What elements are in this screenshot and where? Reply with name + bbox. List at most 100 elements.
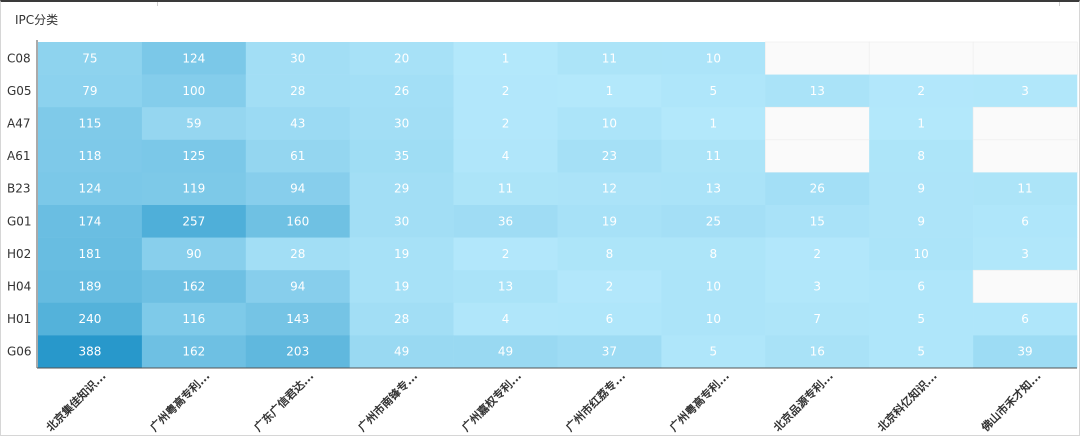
heatmap-cell[interactable]	[245, 74, 350, 108]
heatmap-cell[interactable]	[557, 335, 662, 369]
heatmap-cell[interactable]	[869, 139, 974, 173]
heatmap-cell[interactable]	[765, 302, 870, 336]
heatmap-cell[interactable]	[661, 335, 766, 369]
heatmap-cell[interactable]	[349, 205, 454, 238]
heatmap-cell[interactable]	[141, 205, 247, 238]
heatmap-cell[interactable]	[245, 42, 350, 75]
heatmap-cell[interactable]	[38, 139, 143, 173]
heatmap-cell[interactable]	[349, 107, 454, 141]
heatmap-cell[interactable]	[38, 270, 143, 304]
heatmap-cell[interactable]	[868, 41, 974, 76]
heatmap-cell[interactable]	[765, 270, 870, 304]
heatmap-cell[interactable]	[557, 302, 662, 336]
heatmap-cell[interactable]	[661, 302, 766, 336]
heatmap-cell[interactable]	[453, 107, 558, 141]
heatmap-cell[interactable]	[869, 270, 974, 304]
heatmap-cell[interactable]	[141, 335, 247, 369]
heatmap-cell[interactable]	[245, 139, 350, 173]
heatmap-cell[interactable]	[973, 237, 1078, 271]
heatmap-cell[interactable]	[245, 302, 350, 336]
heatmap-cell[interactable]	[349, 74, 454, 108]
heatmap-cell[interactable]	[453, 172, 558, 206]
heatmap-cell[interactable]	[869, 237, 974, 271]
heatmap-cell[interactable]	[765, 237, 870, 271]
heatmap-cell[interactable]	[141, 237, 247, 271]
heatmap-cell[interactable]	[764, 41, 870, 76]
heatmap-cell[interactable]	[869, 172, 974, 206]
heatmap-cell[interactable]	[557, 42, 662, 75]
heatmap-cell[interactable]	[973, 74, 1078, 108]
heatmap-cell[interactable]	[453, 335, 558, 369]
heatmap-cell[interactable]	[453, 42, 558, 75]
heatmap-cell[interactable]	[973, 302, 1078, 336]
heatmap-cell[interactable]	[557, 139, 662, 173]
heatmap-cell[interactable]	[557, 74, 662, 108]
heatmap-cell[interactable]	[557, 107, 662, 141]
heatmap-cell[interactable]	[453, 205, 558, 238]
heatmap-cell[interactable]	[972, 269, 1078, 304]
heatmap-cell[interactable]	[38, 42, 143, 75]
heatmap-cell[interactable]	[765, 74, 870, 108]
heatmap-cell[interactable]	[972, 106, 1078, 141]
heatmap-cell[interactable]	[245, 172, 350, 206]
heatmap-cell[interactable]	[38, 302, 143, 336]
heatmap-cell[interactable]	[869, 74, 974, 108]
heatmap-cell[interactable]	[349, 335, 454, 369]
heatmap-cell[interactable]	[349, 237, 454, 271]
heatmap-cell[interactable]	[141, 172, 247, 206]
heatmap-cell[interactable]	[38, 74, 143, 108]
heatmap-cell[interactable]	[141, 42, 247, 75]
heatmap-cell[interactable]	[38, 237, 143, 271]
heatmap-cell[interactable]	[765, 335, 870, 369]
heatmap-cell[interactable]	[557, 237, 662, 271]
heatmap-cell[interactable]	[973, 205, 1078, 238]
heatmap-cell[interactable]	[245, 335, 350, 369]
heatmap-cell[interactable]	[38, 107, 143, 141]
heatmap-cell[interactable]	[661, 205, 766, 238]
heatmap-cell[interactable]	[869, 205, 974, 238]
heatmap-cell[interactable]	[869, 302, 974, 336]
heatmap-cell[interactable]	[661, 237, 766, 271]
heatmap-cell[interactable]	[141, 74, 247, 108]
heatmap-cell[interactable]	[972, 139, 1078, 174]
heatmap-cell[interactable]	[661, 270, 766, 304]
heatmap-cell[interactable]	[453, 302, 558, 336]
heatmap-cell[interactable]	[349, 139, 454, 173]
heatmap-cell[interactable]	[453, 270, 558, 304]
heatmap-cell[interactable]	[765, 205, 870, 238]
heatmap-cell[interactable]	[661, 107, 766, 141]
heatmap-cell[interactable]	[38, 172, 143, 206]
heatmap-cell[interactable]	[764, 139, 870, 174]
heatmap-cell[interactable]	[245, 107, 350, 141]
heatmap-cell[interactable]	[869, 335, 974, 369]
heatmap-cell[interactable]	[557, 172, 662, 206]
heatmap-cell[interactable]	[453, 237, 558, 271]
heatmap-cell[interactable]	[869, 107, 974, 141]
heatmap-cell[interactable]	[661, 74, 766, 108]
heatmap-cell[interactable]	[141, 107, 247, 141]
heatmap-cell[interactable]	[973, 172, 1078, 206]
heatmap-cell[interactable]	[245, 205, 350, 238]
heatmap-cell[interactable]	[765, 172, 870, 206]
heatmap-cell[interactable]	[141, 302, 247, 336]
heatmap-cell[interactable]	[349, 172, 454, 206]
heatmap-cell[interactable]	[453, 139, 558, 173]
heatmap-cell[interactable]	[661, 172, 766, 206]
heatmap-cell[interactable]	[453, 74, 558, 108]
heatmap-cell[interactable]	[557, 205, 662, 238]
heatmap-cell[interactable]	[972, 41, 1078, 76]
heatmap-cell[interactable]	[661, 139, 766, 173]
heatmap-cell[interactable]	[38, 205, 143, 238]
heatmap-cell[interactable]	[38, 335, 143, 369]
heatmap-cell[interactable]	[557, 270, 662, 304]
heatmap-cell[interactable]	[245, 270, 350, 304]
heatmap-cell[interactable]	[973, 335, 1078, 369]
heatmap-cell[interactable]	[349, 302, 454, 336]
heatmap-cell[interactable]	[245, 237, 350, 271]
heatmap-cell[interactable]	[661, 42, 766, 75]
heatmap-cell[interactable]	[141, 139, 247, 173]
heatmap-cell[interactable]	[141, 270, 247, 304]
heatmap-cell[interactable]	[349, 270, 454, 304]
heatmap-cell[interactable]	[764, 106, 870, 141]
heatmap-cell[interactable]	[349, 42, 454, 75]
